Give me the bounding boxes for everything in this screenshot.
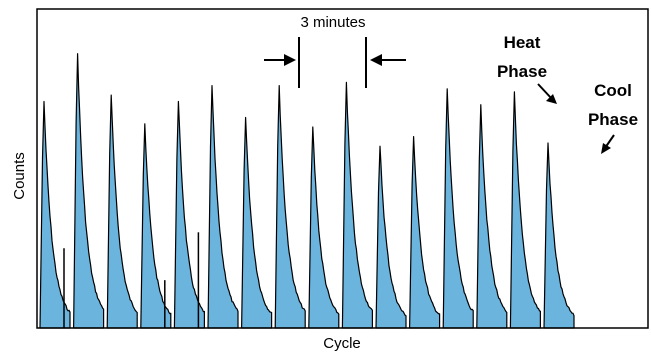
heat-phase-arrow-shaft — [537, 83, 553, 100]
cycle-peaks-group — [39, 53, 575, 329]
y-axis-label: Counts — [11, 152, 28, 200]
plot-frame — [36, 8, 649, 329]
cool-phase-label-line2: Phase — [588, 110, 638, 129]
cycle-peak-6 — [207, 85, 239, 329]
cycle-peak-11 — [375, 145, 407, 329]
cycle-peak-1 — [39, 100, 71, 329]
cycle-peak-7 — [241, 116, 273, 329]
cycle-peak-5 — [173, 100, 205, 329]
x-axis-label: Cycle — [323, 335, 361, 352]
cycle-peak-14 — [476, 104, 508, 329]
cycle-peak-8 — [274, 85, 306, 329]
plot-border — [36, 8, 649, 329]
cycle-peak-16 — [543, 142, 575, 329]
heat-phase-label-line1: Heat — [504, 33, 541, 52]
cycle-peak-3 — [106, 94, 138, 329]
interval-arrow-left-head — [284, 54, 296, 66]
heat-phase-label-line2: Phase — [497, 62, 547, 81]
heat-phase-arrow-head — [546, 94, 557, 104]
cycle-peak-2 — [73, 53, 105, 329]
cycle-peak-12 — [409, 136, 441, 329]
cool-phase-arrow-head — [601, 143, 611, 154]
cycle-peak-10 — [341, 81, 373, 329]
cool-phase-label-line1: Cool — [594, 81, 632, 100]
cycle-peak-4 — [140, 123, 172, 329]
cycle-peak-15 — [509, 91, 541, 329]
interval-arrow-right-head — [370, 54, 382, 66]
cycle-peak-9 — [308, 126, 340, 329]
interval-label: 3 minutes — [300, 14, 365, 31]
cycle-peak-13 — [442, 88, 474, 329]
